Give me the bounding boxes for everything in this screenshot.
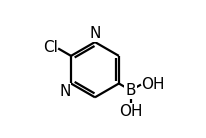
Text: B: B xyxy=(126,83,136,98)
Text: Cl: Cl xyxy=(43,40,58,55)
Text: OH: OH xyxy=(142,77,165,92)
Text: N: N xyxy=(89,26,101,41)
Text: OH: OH xyxy=(119,104,143,119)
Text: N: N xyxy=(59,84,70,99)
